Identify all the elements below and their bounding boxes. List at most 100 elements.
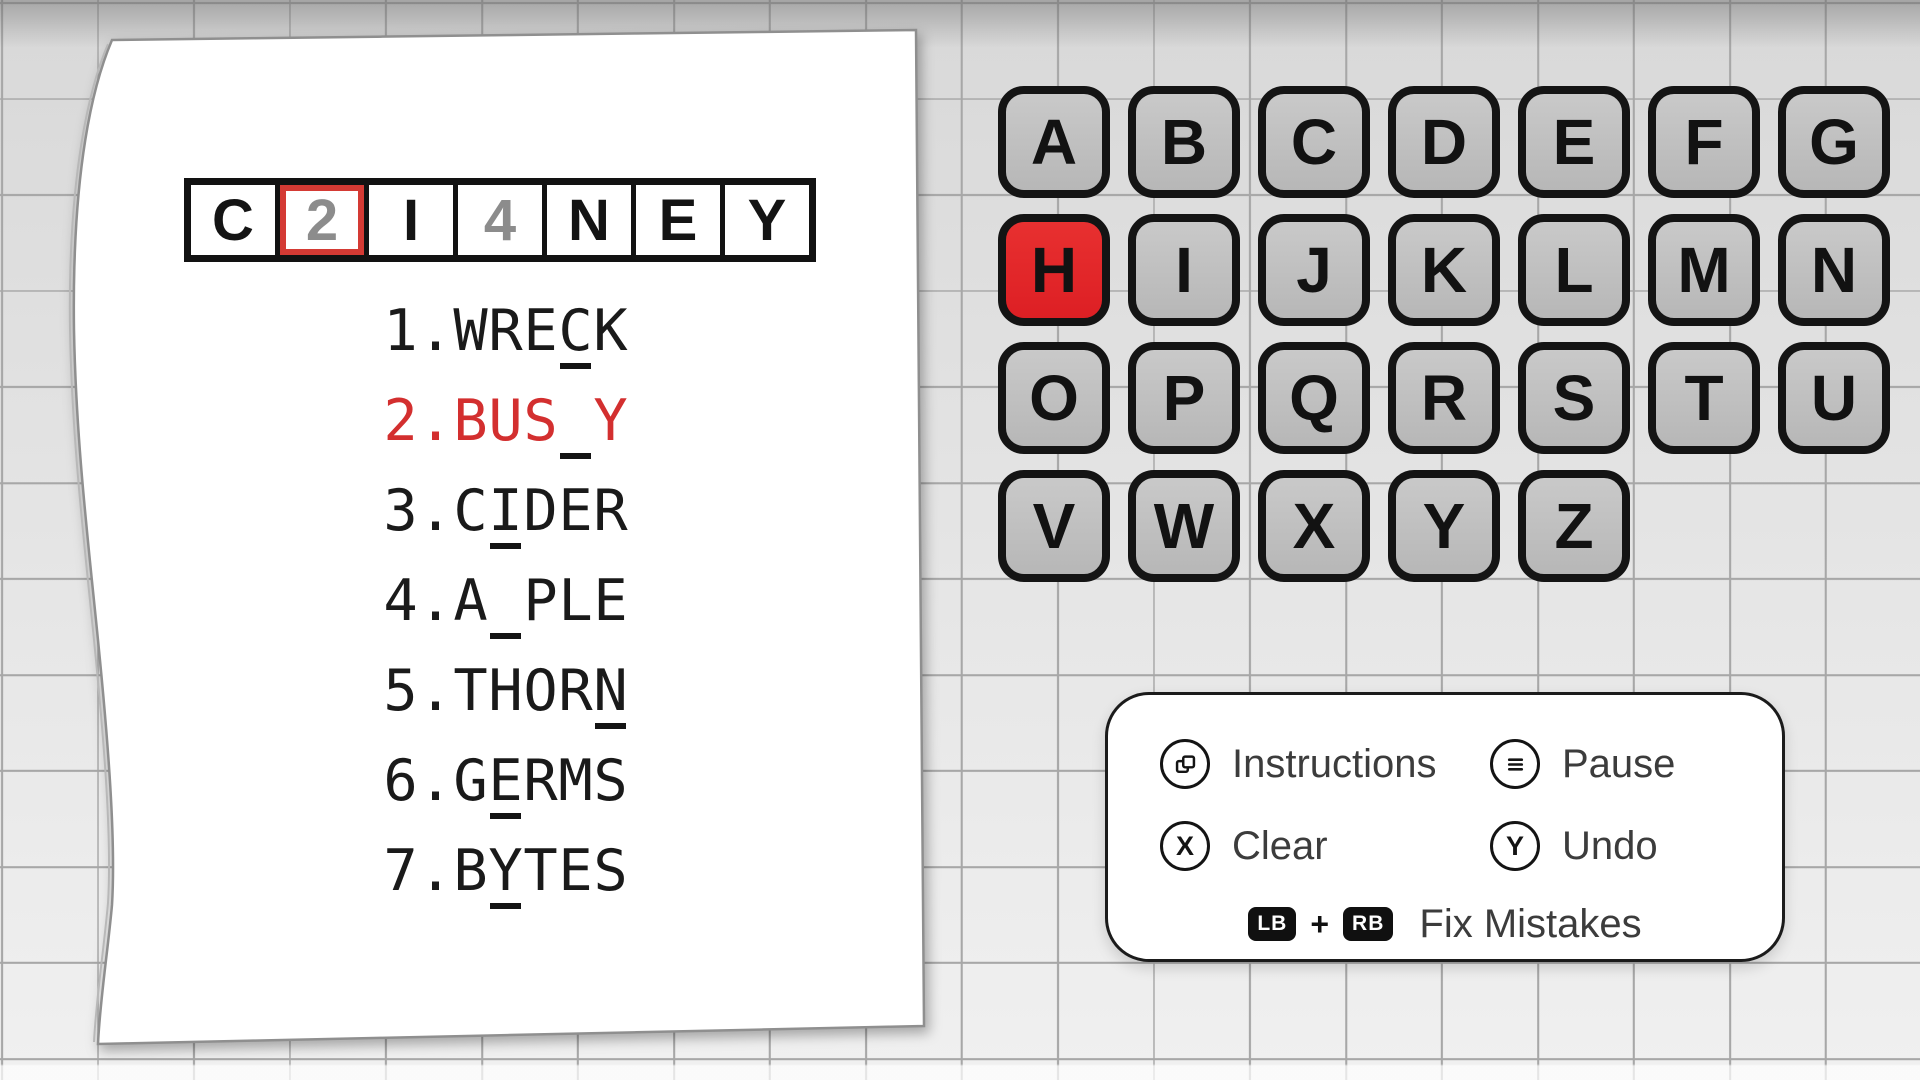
key-B[interactable]: B bbox=[1128, 86, 1240, 198]
key-M[interactable]: M bbox=[1648, 214, 1760, 326]
clue-number: . bbox=[418, 838, 453, 904]
clue-number: 3 bbox=[383, 478, 418, 544]
key-E[interactable]: E bbox=[1518, 86, 1630, 198]
y-button-icon: Y bbox=[1490, 821, 1540, 871]
control-undo[interactable]: Y Undo bbox=[1490, 805, 1736, 887]
clue-number: 2 bbox=[383, 388, 418, 454]
puzzle-cell-6[interactable]: E bbox=[631, 185, 720, 255]
key-H[interactable]: H bbox=[998, 214, 1110, 326]
clue-letter: H bbox=[488, 658, 523, 724]
fix-mistakes-hint[interactable]: LB + RB Fix Mistakes bbox=[1108, 893, 1782, 955]
key-P[interactable]: P bbox=[1128, 342, 1240, 454]
clue-letter: E bbox=[523, 298, 558, 364]
clue-letter: T bbox=[453, 658, 488, 724]
menu-button-icon bbox=[1490, 739, 1540, 789]
key-J[interactable]: J bbox=[1258, 214, 1370, 326]
puzzle-cell-4[interactable]: 4 bbox=[453, 185, 542, 255]
key-T[interactable]: T bbox=[1648, 342, 1760, 454]
view-button-icon bbox=[1160, 739, 1210, 789]
clue-letter: L bbox=[558, 568, 593, 634]
key-S[interactable]: S bbox=[1518, 342, 1630, 454]
clue-letter: Y bbox=[488, 838, 523, 909]
clue-letter: I bbox=[488, 478, 523, 549]
clue-letter: E bbox=[488, 748, 523, 819]
puzzle-cell-5[interactable]: N bbox=[542, 185, 631, 255]
clue-letter: K bbox=[593, 298, 628, 364]
clue-letter: R bbox=[488, 298, 523, 364]
key-I[interactable]: I bbox=[1128, 214, 1240, 326]
clue-letter: A bbox=[453, 568, 488, 634]
clue-letter: M bbox=[558, 748, 593, 814]
clue-number: . bbox=[418, 388, 453, 454]
key-Y[interactable]: Y bbox=[1388, 470, 1500, 582]
key-O[interactable]: O bbox=[998, 342, 1110, 454]
clue-letter: E bbox=[558, 838, 593, 904]
clue-letter: E bbox=[558, 478, 593, 544]
paper-sheet bbox=[68, 28, 926, 1046]
clue-number: 6 bbox=[383, 748, 418, 814]
control-pause[interactable]: Pause bbox=[1490, 723, 1736, 805]
puzzle-cell-7[interactable]: Y bbox=[720, 185, 809, 255]
key-N[interactable]: N bbox=[1778, 214, 1890, 326]
plus-sign: + bbox=[1310, 905, 1330, 942]
control-label: Instructions bbox=[1232, 741, 1437, 786]
puzzle-cell-1[interactable]: C bbox=[191, 185, 275, 255]
clue-letter: B bbox=[453, 838, 488, 904]
key-K[interactable]: K bbox=[1388, 214, 1500, 326]
key-G[interactable]: G bbox=[1778, 86, 1890, 198]
fix-mistakes-label: Fix Mistakes bbox=[1419, 901, 1642, 946]
clue-letter: C bbox=[453, 478, 488, 544]
clue-number: 5 bbox=[383, 658, 418, 724]
clue-letter: C bbox=[558, 298, 593, 369]
key-X[interactable]: X bbox=[1258, 470, 1370, 582]
control-label: Pause bbox=[1562, 741, 1676, 786]
clue-letter: E bbox=[593, 568, 628, 634]
clue-letter: Y bbox=[593, 388, 628, 454]
rb-button-icon: RB bbox=[1343, 907, 1394, 941]
puzzle-cell-3[interactable]: I bbox=[364, 185, 453, 255]
control-instructions[interactable]: Instructions bbox=[1160, 723, 1490, 805]
key-R[interactable]: R bbox=[1388, 342, 1500, 454]
clue-number: . bbox=[418, 748, 453, 814]
controls-grid: Instructions Pause X Clear Y Undo bbox=[1160, 723, 1782, 887]
key-C[interactable]: C bbox=[1258, 86, 1370, 198]
key-D[interactable]: D bbox=[1388, 86, 1500, 198]
key-Q[interactable]: Q bbox=[1258, 342, 1370, 454]
puzzle-cell-2[interactable]: 2 bbox=[275, 185, 364, 255]
key-U[interactable]: U bbox=[1778, 342, 1890, 454]
clue-number: . bbox=[418, 568, 453, 634]
control-label: Undo bbox=[1562, 823, 1658, 868]
clue-number: . bbox=[418, 298, 453, 364]
x-button-icon: X bbox=[1160, 821, 1210, 871]
key-Z[interactable]: Z bbox=[1518, 470, 1630, 582]
clue-number: . bbox=[418, 478, 453, 544]
clue-letter: R bbox=[523, 748, 558, 814]
clue-letter: U bbox=[488, 388, 523, 454]
clue-number: . bbox=[418, 658, 453, 724]
key-W[interactable]: W bbox=[1128, 470, 1240, 582]
key-A[interactable]: A bbox=[998, 86, 1110, 198]
clue-letter: B bbox=[453, 388, 488, 454]
clue-letter: G bbox=[453, 748, 488, 814]
key-F[interactable]: F bbox=[1648, 86, 1760, 198]
key-L[interactable]: L bbox=[1518, 214, 1630, 326]
clue-number: 7 bbox=[383, 838, 418, 904]
clue-letter: R bbox=[558, 658, 593, 724]
key-V[interactable]: V bbox=[998, 470, 1110, 582]
clue-letter: O bbox=[523, 658, 558, 724]
control-clear[interactable]: X Clear bbox=[1160, 805, 1490, 887]
clue-blank bbox=[558, 392, 593, 459]
